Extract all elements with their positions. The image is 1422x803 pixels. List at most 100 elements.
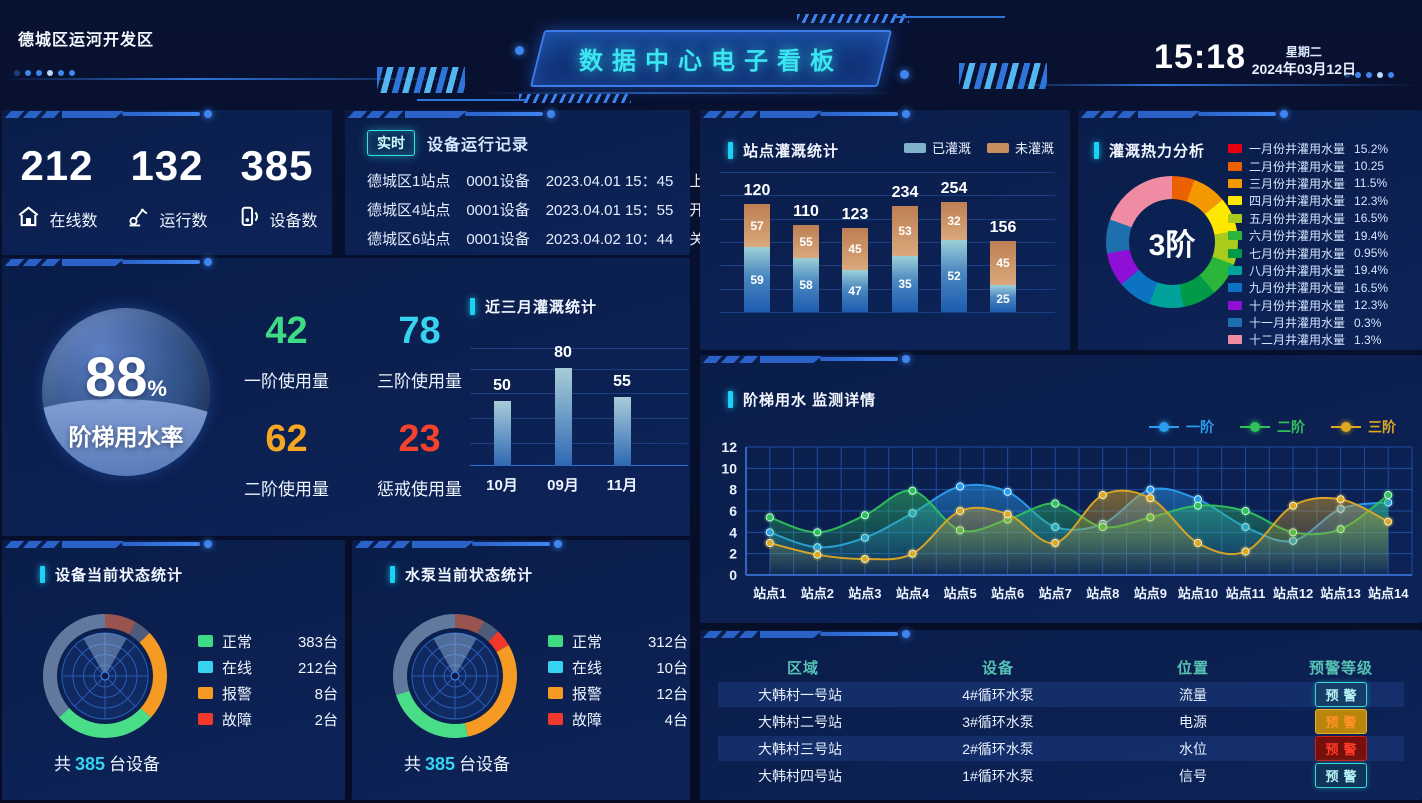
legend-swatch	[1228, 335, 1242, 345]
panel-top-decoration	[352, 540, 690, 550]
status-legend-item[interactable]: 故障 4台	[548, 706, 688, 732]
legend-swatch	[1228, 318, 1242, 328]
banner-dot-right	[900, 70, 909, 79]
title-bar-icon	[390, 566, 395, 583]
title-bar-icon	[728, 391, 733, 408]
alarm-table: 区域 设备 位置 预警等级 大韩村一号站 4#循环水泵 流量 预警 大韩村二号站 3#循环水泵电…	[718, 652, 1404, 790]
pump-status-radar-chart	[393, 614, 517, 738]
legend-item-二阶[interactable]: 二阶	[1240, 417, 1305, 437]
panel-top-decoration	[2, 258, 690, 268]
warning-badge[interactable]: 预警	[1315, 682, 1367, 707]
decoration-dots-right	[1344, 72, 1394, 78]
svg-text:站点5: 站点5	[943, 586, 976, 601]
status-legend-item[interactable]: 在线 10台	[548, 654, 688, 680]
legend-swatch	[1228, 196, 1242, 206]
heat-donut-chart: 3阶	[1106, 176, 1238, 308]
pie-legend-item[interactable]: 三月份井灌用水量 11.5%	[1228, 175, 1414, 192]
stacked-bar: 25 45	[990, 241, 1016, 312]
pie-legend-item[interactable]: 十二月井灌用水量 1.3%	[1228, 331, 1414, 348]
title-bar-icon	[40, 566, 45, 583]
panel-online-stats: 212 在线数 132 运行数 385 设备数	[2, 110, 332, 255]
legend-item-三阶[interactable]: 三阶	[1331, 417, 1396, 437]
legend-swatch	[198, 713, 213, 725]
usage-value: 42	[265, 310, 308, 352]
water-fill	[42, 398, 210, 476]
weekday-label: 星期二	[1285, 45, 1322, 59]
legend-swatch	[1228, 213, 1242, 223]
legend-label: 报警	[572, 685, 603, 703]
device-total: 共 385 台设备	[53, 754, 161, 774]
device-icon	[236, 204, 261, 234]
cell-region: 大韩村三号站	[758, 740, 842, 757]
legend-value: 0.95%	[1354, 246, 1389, 261]
pie-legend-item[interactable]: 十一月井灌用水量 0.3%	[1228, 314, 1414, 331]
table-row: 大韩村三号站 2#循环水泵 水位 预警	[718, 736, 1404, 761]
legend-item-已灌溉[interactable]: 已灌溉	[903, 138, 971, 157]
status-legend-item[interactable]: 报警 8台	[198, 680, 338, 706]
pie-legend-item[interactable]: 七月份井灌用水量 0.95%	[1228, 244, 1414, 261]
x-axis-label: 09月	[547, 477, 579, 494]
stat-value: 385	[240, 142, 314, 189]
cell-region: 大韩村一号站	[758, 686, 842, 703]
record-device: 0001设备	[466, 231, 530, 248]
usage-stat: 23 惩戒使用量	[353, 418, 486, 500]
banner-box: 数据中心电子看板	[529, 30, 893, 87]
gridline	[720, 312, 1055, 313]
pie-legend-item[interactable]: 十月份井灌用水量 12.3%	[1228, 297, 1414, 314]
pie-legend-item[interactable]: 八月份井灌用水量 19.4%	[1228, 262, 1414, 279]
svg-text:站点2: 站点2	[801, 586, 834, 601]
legend-label: 故障	[222, 711, 253, 729]
status-legend-item[interactable]: 正常 383台	[198, 628, 338, 654]
pie-legend-item[interactable]: 六月份井灌用水量 19.4%	[1228, 227, 1414, 244]
pie-legend-item[interactable]: 二月份井灌用水量 10.25	[1228, 157, 1414, 174]
legend-label: 一阶	[1186, 419, 1214, 435]
status-legend-item[interactable]: 在线 212台	[198, 654, 338, 680]
pie-legend-item[interactable]: 四月份井灌用水量 12.3%	[1228, 192, 1414, 209]
cell-device: 1#循环水泵	[962, 767, 1034, 784]
pie-legend-item[interactable]: 九月份井灌用水量 16.5%	[1228, 279, 1414, 296]
legend-label: 二月份井灌用水量	[1249, 159, 1346, 174]
legend-item-一阶[interactable]: 一阶	[1149, 417, 1214, 437]
warning-badge[interactable]: 预警	[1315, 736, 1367, 761]
stat-label: 运行数	[126, 204, 208, 234]
svg-text:站点14: 站点14	[1368, 586, 1409, 601]
month-bar	[555, 368, 572, 466]
usage-value: 78	[398, 310, 441, 352]
legend-count: 212台	[297, 659, 338, 677]
stat-label: 在线数	[16, 204, 98, 234]
bar-segment-unirrigated: 32	[941, 202, 967, 240]
pie-legend-item[interactable]: 五月份井灌用水量 16.5%	[1228, 210, 1414, 227]
usage-label: 惩戒使用量	[377, 480, 462, 499]
status-legend-item[interactable]: 故障 2台	[198, 706, 338, 732]
svg-text:站点6: 站点6	[991, 586, 1024, 601]
legend-item-未灌溉[interactable]: 未灌溉	[986, 138, 1054, 157]
bar-segment-irrigated: 58	[793, 258, 819, 312]
legend-label: 在线	[572, 659, 603, 677]
gauge-unit: %	[147, 376, 167, 401]
usage-label: 三阶使用量	[377, 372, 462, 391]
status-legend-item[interactable]: 报警 12台	[548, 680, 688, 706]
legend-count: 2台	[314, 711, 338, 729]
legend-label: 三阶	[1368, 419, 1396, 435]
legend-label: 二阶	[1277, 419, 1305, 435]
bar-value-label: 55	[613, 373, 631, 390]
legend-swatch	[198, 635, 213, 647]
warning-badge[interactable]: 预警	[1315, 763, 1367, 788]
record-site: 德城区1站点	[367, 173, 451, 190]
title-banner: 数据中心电子看板	[377, 14, 1047, 103]
gauge-label: 阶梯用水率	[68, 424, 184, 450]
panel-line-monitor: 阶梯用水 监测详情 一阶 二阶 三阶 0 2 4 6 8 10 12 站点1 站点2 站点3 站点4 站点…	[700, 355, 1422, 623]
clock-date: 星期二 2024年03月12日	[1252, 44, 1356, 79]
legend-label: 三月份井灌用水量	[1249, 176, 1346, 191]
title-bar-icon	[1094, 142, 1099, 159]
pie-legend-item[interactable]: 一月份井灌用水量 15.2%	[1228, 140, 1414, 157]
cell-level: 预警	[1278, 763, 1404, 788]
warning-badge[interactable]: 预警	[1315, 709, 1367, 734]
status-legend-item[interactable]: 正常 312台	[548, 628, 688, 654]
table-row: 大韩村四号站 1#循环水泵 信号 预警	[718, 763, 1404, 788]
header-line	[0, 78, 480, 80]
stat-item: 385 设备数	[236, 142, 317, 234]
clock-time: 15:18	[1154, 38, 1246, 76]
